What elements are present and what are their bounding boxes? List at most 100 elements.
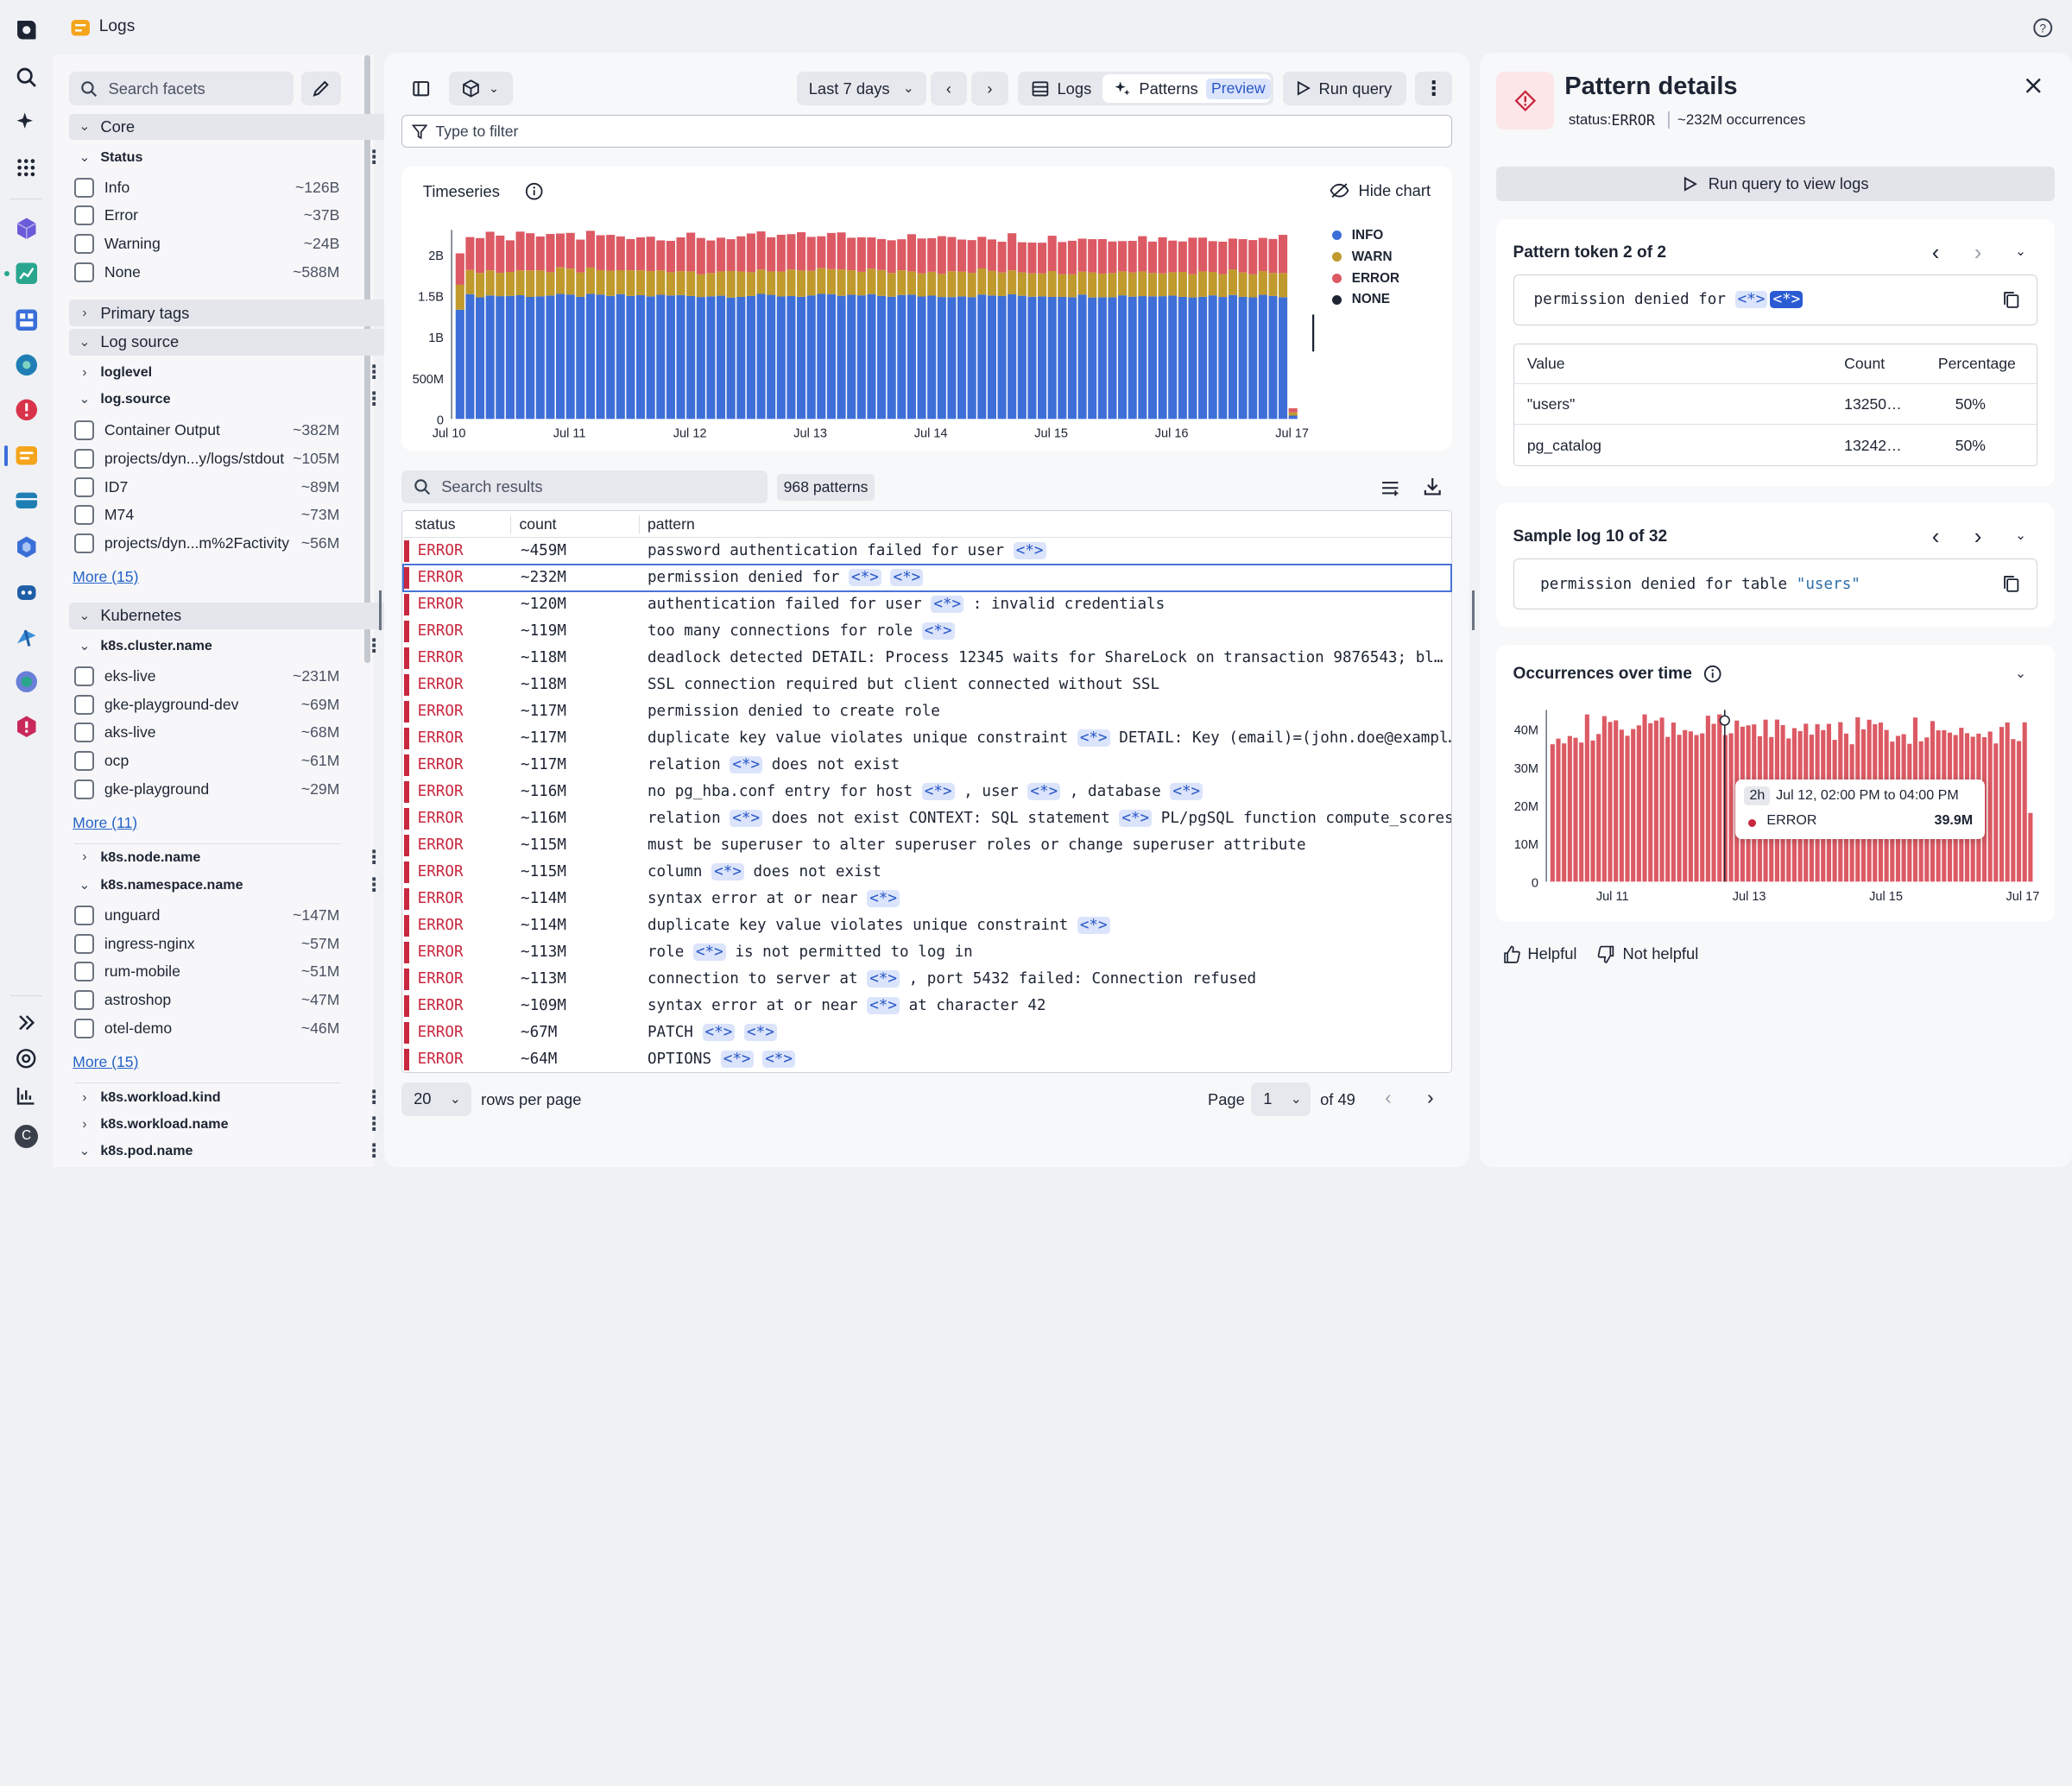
next-timeframe-button[interactable]: › [970,71,1008,106]
bar-error[interactable] [767,237,776,272]
next-sample-button[interactable]: › [1974,523,1982,550]
bar-error[interactable] [576,239,585,273]
bar-error[interactable] [827,232,837,269]
bar-info[interactable] [1138,295,1147,420]
bar-warn[interactable] [1188,274,1197,298]
facet-group-core[interactable]: ⌄ Core [68,113,395,141]
bar-info[interactable] [988,295,997,420]
bar-error[interactable] [877,238,887,270]
bar-error[interactable] [1647,723,1652,881]
facet-item[interactable]: None ~588M [53,259,374,286]
bar-error[interactable] [887,240,897,274]
bar-error[interactable] [1168,240,1178,273]
bar-warn[interactable] [797,270,806,297]
bar-error[interactable] [1178,241,1188,272]
not-helpful-button[interactable]: Not helpful [1597,944,1698,963]
bar-error[interactable] [1688,730,1693,881]
bar-error[interactable] [1038,243,1047,274]
bar-info[interactable] [1108,297,1117,420]
facet-namespace-name[interactable]: ⌄ k8s.namespace.name ⋮ [79,874,383,895]
bar-info[interactable] [1118,295,1128,420]
bar-error[interactable] [726,238,736,271]
next-page-button[interactable]: › [1427,1086,1434,1109]
facet-log-source[interactable]: ⌄ log.source ⋮ [79,388,383,409]
more-options-icon[interactable]: ⋮ [364,634,383,656]
facets-scrollbar[interactable] [364,55,370,664]
bar-warn[interactable] [837,269,846,296]
facet-item[interactable]: eks-live ~231M [53,663,374,690]
bar-info[interactable] [576,296,585,420]
bar-warn[interactable] [496,272,505,296]
bar-info[interactable] [1158,296,1167,420]
bar-error[interactable] [697,237,706,275]
prev-sample-button[interactable]: ‹ [1931,523,1940,550]
bar-info[interactable] [686,295,696,420]
bar-error[interactable] [676,237,685,271]
reports-icon[interactable] [13,1082,40,1109]
bar-info[interactable] [1008,293,1017,420]
bar-warn[interactable] [546,272,555,296]
bar-info[interactable] [1229,294,1238,420]
bar-error[interactable] [786,234,796,270]
bar-error[interactable] [536,236,546,271]
bar-warn[interactable] [957,271,967,297]
token-value-row[interactable]: pg_catalog 13242… 50% [1526,436,1986,454]
facet-item[interactable]: Container Output ~382M [53,418,374,445]
bar-error[interactable] [1058,242,1067,275]
bar-error[interactable] [1088,238,1097,273]
bar-info[interactable] [887,296,897,420]
more-namespace-link[interactable]: More (15) [73,1052,139,1070]
bar-warn[interactable] [947,271,957,298]
bar-error[interactable] [636,237,646,271]
bar-info[interactable] [736,296,746,420]
legend-item[interactable]: NONE [1331,289,1399,311]
bar-error[interactable] [977,237,987,268]
bar-warn[interactable] [706,273,716,297]
bar-info[interactable] [827,293,837,420]
bar-error[interactable] [616,236,626,270]
bar-warn[interactable] [1208,271,1218,296]
bar-error[interactable] [1108,241,1117,274]
bar-error[interactable] [1578,742,1583,881]
bar-warn[interactable] [476,273,485,298]
facet-item[interactable]: astroshop ~47M [53,987,374,1013]
bar-warn[interactable] [967,272,977,298]
bar-warn[interactable] [806,270,817,296]
bar-info[interactable] [636,294,646,420]
collapse-sample-chevron[interactable]: ⌄ [2015,527,2026,543]
bar-error[interactable] [1158,237,1167,274]
bar-warn[interactable] [1168,272,1178,296]
bar-warn[interactable] [1018,272,1027,296]
checkbox[interactable] [73,533,94,553]
bar-warn[interactable] [456,284,465,310]
bar-info[interactable] [656,294,666,420]
bar-warn[interactable] [676,270,685,295]
bar-warn[interactable] [1068,274,1077,298]
bar-error[interactable] [1601,716,1607,881]
bar-info[interactable] [1208,295,1218,420]
bar-error[interactable] [606,234,616,271]
bar-info[interactable] [1259,294,1268,420]
help-circle-icon[interactable] [13,1045,40,1072]
bar-info[interactable] [596,294,605,420]
bar-error[interactable] [1619,729,1624,881]
table-row[interactable]: ERROR ~64M OPTIONS <*> <*> [403,1046,1451,1073]
bar-warn[interactable] [1268,273,1278,296]
bar-error[interactable] [456,253,465,285]
table-row[interactable]: ERROR ~109M syntax error at or near <*> at… [403,993,1451,1019]
bar-info[interactable] [1288,415,1298,420]
bar-warn[interactable] [1259,270,1268,295]
bar-warn[interactable] [596,269,605,295]
bar-warn[interactable] [1218,274,1228,297]
bar-info[interactable] [515,294,525,420]
bar-info[interactable] [1198,296,1208,420]
bar-warn[interactable] [606,270,616,296]
table-row[interactable]: ERROR ~116M relation <*> does not exist CO… [403,805,1451,832]
bar-info[interactable] [747,295,756,420]
database-app-icon[interactable] [13,488,40,514]
facet-group-primary-tags[interactable]: › Primary tags [68,300,395,327]
facet-item[interactable]: gke-playground-dev ~69M [53,691,374,718]
facet-item[interactable]: aks-live ~68M [53,720,374,747]
legend-item[interactable]: INFO [1331,224,1399,246]
bar-info[interactable] [867,293,876,420]
